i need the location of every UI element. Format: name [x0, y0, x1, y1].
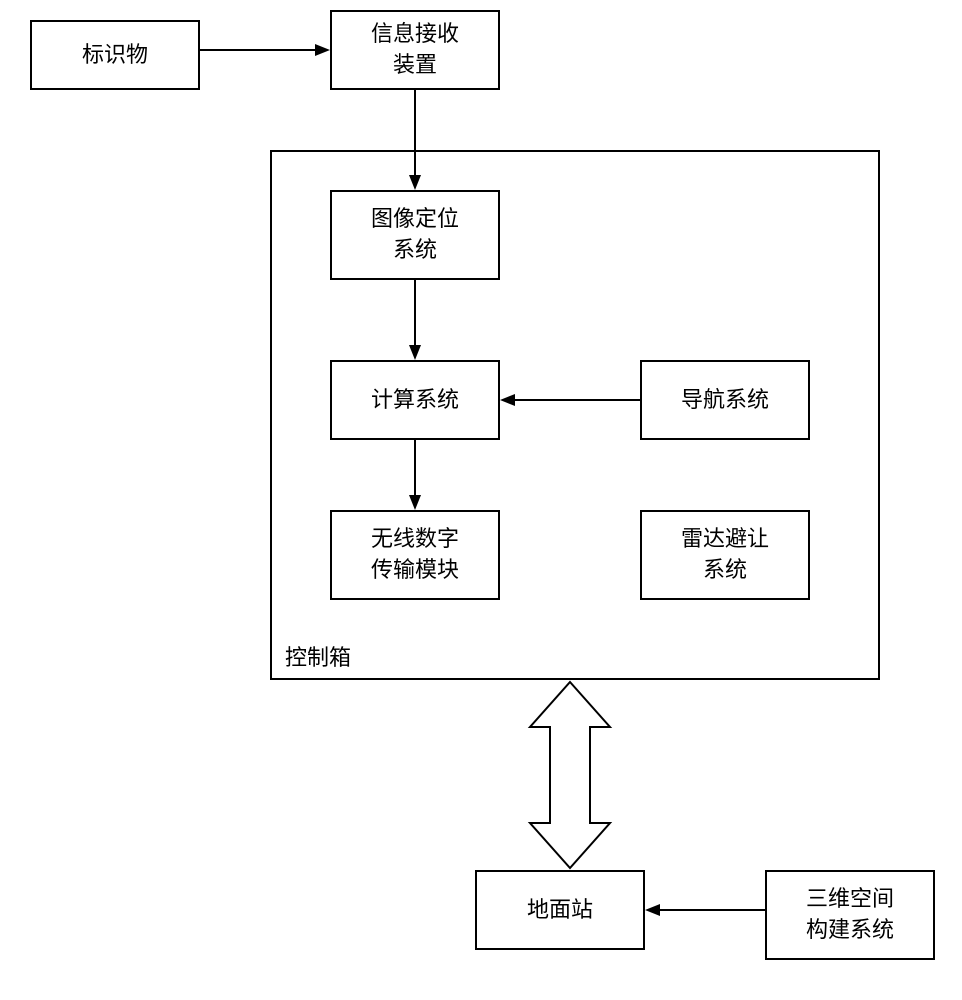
node-space-3d-build-label: 三维空间构建系统 — [806, 884, 894, 946]
double-arrow-control-ground — [528, 682, 612, 868]
node-info-receiver: 信息接收装置 — [330, 10, 500, 90]
node-wireless-module: 无线数字传输模块 — [330, 510, 500, 600]
node-radar-avoidance: 雷达避让系统 — [640, 510, 810, 600]
node-wireless-module-label: 无线数字传输模块 — [371, 524, 459, 586]
node-marker-label: 标识物 — [82, 40, 148, 71]
node-ground-station: 地面站 — [475, 870, 645, 950]
node-computing-system-label: 计算系统 — [371, 385, 459, 416]
node-image-positioning-label: 图像定位系统 — [371, 204, 459, 266]
node-navigation-system-label: 导航系统 — [681, 385, 769, 416]
node-info-receiver-label: 信息接收装置 — [371, 19, 459, 81]
node-marker: 标识物 — [30, 20, 200, 90]
container-control-box-label: 控制箱 — [285, 640, 351, 672]
node-space-3d-build: 三维空间构建系统 — [765, 870, 935, 960]
node-image-positioning: 图像定位系统 — [330, 190, 500, 280]
node-radar-avoidance-label: 雷达避让系统 — [681, 524, 769, 586]
node-navigation-system: 导航系统 — [640, 360, 810, 440]
arrow-marker-to-info-receiver — [200, 40, 330, 60]
node-ground-station-label: 地面站 — [527, 895, 593, 926]
arrow-space3d-to-ground — [645, 900, 765, 920]
node-computing-system: 计算系统 — [330, 360, 500, 440]
